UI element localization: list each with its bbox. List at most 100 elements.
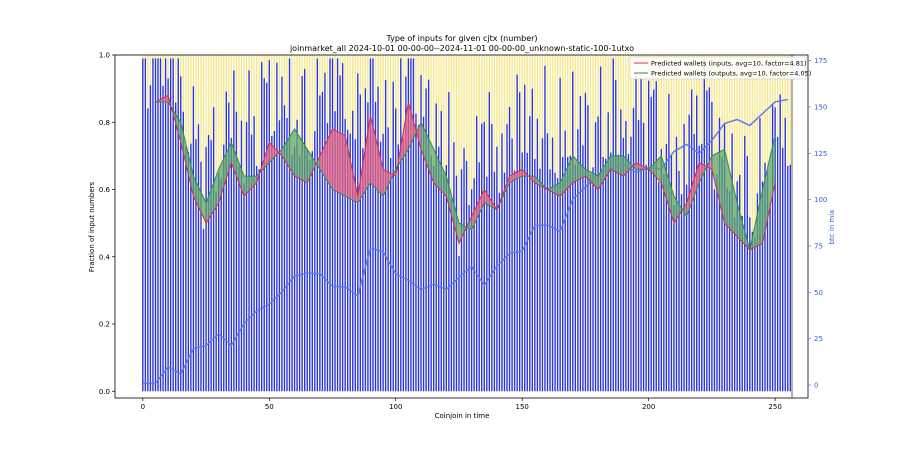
- blue-bar: [642, 122, 645, 392]
- blue-bar: [561, 157, 564, 392]
- yellow-bar: [506, 55, 508, 125]
- yellow-bar: [551, 55, 554, 138]
- yellow-bar: [319, 55, 321, 96]
- yellow-bar: [200, 55, 202, 162]
- blue-bar: [716, 174, 718, 392]
- yellow-bar: [260, 55, 263, 62]
- blue-bar: [192, 86, 195, 392]
- blue-bar: [498, 192, 501, 392]
- blue-bar: [415, 113, 417, 392]
- yellow-bar: [197, 55, 200, 125]
- blue-bar: [245, 121, 248, 392]
- yellow-bar: [617, 55, 620, 155]
- wallet-fill-segment: [509, 169, 523, 183]
- yellow-bar: [564, 55, 566, 131]
- wallet-fill-segment: [585, 169, 599, 190]
- yellow-bar: [192, 55, 195, 87]
- yellow-bar: [400, 55, 402, 59]
- blue-bar: [620, 109, 622, 392]
- blue-bar: [574, 164, 577, 392]
- yellow-bar: [776, 55, 779, 137]
- blue-bar: [346, 129, 349, 392]
- yellow-bar: [632, 55, 635, 108]
- wallet-fill-segment: [206, 169, 219, 224]
- wallet-fill-segment: [307, 149, 320, 183]
- wallet-fill-segment: [674, 196, 687, 224]
- yellow-bar: [362, 55, 364, 149]
- blue-bar: [167, 78, 169, 392]
- yellow-bar: [223, 55, 225, 145]
- outputs-line: [155, 101, 776, 251]
- blue-bar: [311, 151, 313, 392]
- blue-bar: [521, 152, 523, 392]
- blue-bar: [766, 171, 769, 392]
- blue-bar: [698, 145, 700, 392]
- yellow-bar: [281, 55, 283, 77]
- yellow-bar: [498, 55, 501, 193]
- blue-bar: [238, 165, 240, 392]
- yellow-bar: [701, 55, 703, 144]
- yellow-bar: [610, 55, 612, 153]
- blue-bar: [316, 58, 319, 392]
- blue-bar: [169, 58, 172, 392]
- wallet-fill-segment: [762, 135, 776, 244]
- yellow-bar: [508, 55, 511, 107]
- yellow-bar: [741, 55, 743, 217]
- yellow-bar: [190, 55, 192, 144]
- blue-bar: [218, 172, 220, 392]
- wallet-fill-segment: [648, 155, 662, 183]
- blue-bar: [400, 58, 402, 392]
- chart-title: Type of inputs for given cjtx (number): [385, 34, 537, 43]
- blue-bar: [286, 118, 288, 392]
- yellow-bar: [536, 55, 539, 119]
- blue-bar: [779, 94, 781, 392]
- wallet-fill-segment: [180, 122, 194, 197]
- yellow-bar: [481, 55, 483, 124]
- yellow-bar: [220, 55, 222, 179]
- blue-bar: [602, 157, 604, 392]
- blue-bar: [255, 165, 258, 392]
- yellow-bar: [582, 55, 584, 146]
- blue-bar: [736, 181, 738, 392]
- yellow-bar: [559, 55, 561, 78]
- yellow-bar: [432, 55, 435, 166]
- yellow-bar: [215, 55, 217, 192]
- blue-bar: [491, 123, 493, 392]
- y-tick-label: 0.4: [99, 253, 111, 261]
- blue-bar: [465, 160, 468, 392]
- y2-tick-label: 0: [814, 382, 818, 390]
- btc-line: [142, 98, 788, 385]
- blue-bar: [739, 174, 741, 392]
- blue-bar: [397, 144, 399, 392]
- yellow-bar: [212, 55, 215, 108]
- yellow-bar: [180, 55, 182, 77]
- blue-bar: [688, 114, 690, 392]
- blue-bar: [534, 158, 536, 392]
- yellow-bar: [288, 55, 291, 59]
- blue-bar: [604, 158, 607, 392]
- blue-bar: [296, 119, 298, 392]
- blue-bar: [349, 133, 351, 392]
- blue-bar: [706, 90, 708, 392]
- yellow-bar: [273, 55, 276, 131]
- yellow-bar: [402, 55, 405, 139]
- wallet-fill-segment: [231, 142, 244, 197]
- blue-bar: [660, 149, 663, 392]
- blue-bar: [329, 58, 331, 392]
- blue-bar: [541, 138, 544, 392]
- btc-line-series: [142, 98, 788, 385]
- yellow-bar: [544, 55, 546, 66]
- blue-bar: [789, 164, 791, 392]
- blue-bar: [258, 169, 260, 392]
- yellow-bar: [293, 55, 296, 147]
- blue-bar: [210, 140, 212, 392]
- yellow-bar: [382, 55, 384, 134]
- yellow-bar: [384, 55, 387, 81]
- blue-bar: [243, 183, 245, 392]
- wallet-fill-segment: [332, 129, 346, 197]
- yellow-bar: [625, 55, 627, 121]
- yellow-bar: [604, 55, 607, 159]
- yellow-bar: [286, 55, 288, 119]
- blue-bar: [410, 58, 412, 392]
- blue-bar: [215, 191, 217, 392]
